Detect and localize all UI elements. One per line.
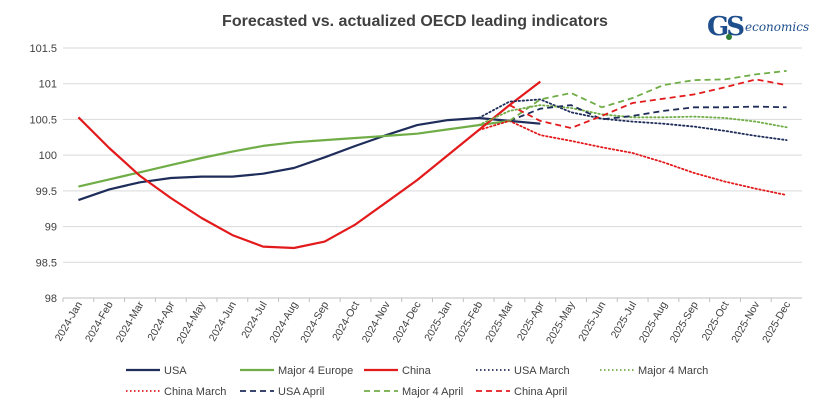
legend-label: Major 4 Europe [278,365,353,377]
y-axis: 98 98.5 99 99.5 100 100.5 101 101.5 [29,43,57,305]
x-tick-label: 2024-Jan [53,299,85,343]
x-tick-label: 2025-Jan [422,299,454,343]
series-line-usa-march [477,98,788,142]
y-tick-label: 98 [45,293,57,305]
grid [63,47,802,299]
y-tick-label: 101.5 [29,43,57,55]
y-tick-label: 101 [39,79,57,91]
chart-title: Forecasted vs. actualized OECD leading i… [222,13,608,30]
series-line-usa-april [509,104,787,122]
legend-label: Major 4 April [402,386,463,398]
x-tick-label: 2025-May [544,299,578,346]
x-tick-label: 2025-Sep [668,299,701,345]
x-tick-label: 2025-Aug [637,299,670,345]
logo-suffix: economics [745,20,810,34]
x-tick-label: 2024-Nov [360,299,394,345]
legend-label: USA [164,365,187,377]
x-tick-label: 2024-Sep [298,299,331,345]
x-tick-label: 2024-May [174,299,208,346]
legend-label: China March [164,386,226,398]
series-line-china [77,80,541,250]
series-line-major-4-april [508,70,787,122]
y-tick-label: 100.5 [29,114,57,126]
x-tick-label: 2025-Jul [609,300,640,341]
x-tick-label: 2025-Jun [576,299,608,343]
x-tick-label: 2025-Mar [483,299,516,344]
legend: USA Major 4 Europe China USA March Major 4 M… [126,365,708,398]
logo: GS economics [707,12,825,44]
x-tick-label: 2025-Dec [760,300,793,345]
legend-label: China [402,365,432,377]
y-tick-label: 100 [39,150,57,162]
x-tick-label: 2025-Apr [515,299,547,343]
logo-brand: GS [707,12,745,42]
x-tick-label: 2024-Dec [391,300,424,345]
x-tick-label: 2024-Aug [267,299,300,345]
x-tick-label: 2025-Feb [452,299,485,344]
series-line-china-april [509,78,787,129]
x-axis: 2024-Jan2024-Feb2024-Mar2024-Apr2024-May… [53,298,793,346]
legend-label: USA April [278,386,324,398]
y-tick-label: 99.5 [36,186,57,198]
x-tick-label: 2024-Jun [207,299,239,343]
x-tick-label: 2024-Jul [239,300,270,341]
x-tick-label: 2025-Oct [700,299,732,342]
logo-dot [726,34,732,40]
legend-label: USA March [514,365,570,377]
series-line-major-4-europe [78,119,510,188]
x-tick-label: 2024-Apr [145,299,177,343]
plot-area [77,70,788,250]
legend-label: Major 4 March [638,365,708,377]
legend-label: China April [514,386,567,398]
x-tick-label: 2025-Nov [729,299,763,345]
x-tick-label: 2024-Mar [114,299,147,344]
y-tick-label: 98.5 [36,257,57,269]
series-line-major-4-march [477,104,788,129]
x-tick-label: 2024-Feb [83,299,116,344]
y-tick-label: 99 [45,222,57,234]
series-line-china-march [477,120,788,197]
x-tick-label: 2024-Oct [330,299,362,342]
series-line-usa [78,116,541,202]
